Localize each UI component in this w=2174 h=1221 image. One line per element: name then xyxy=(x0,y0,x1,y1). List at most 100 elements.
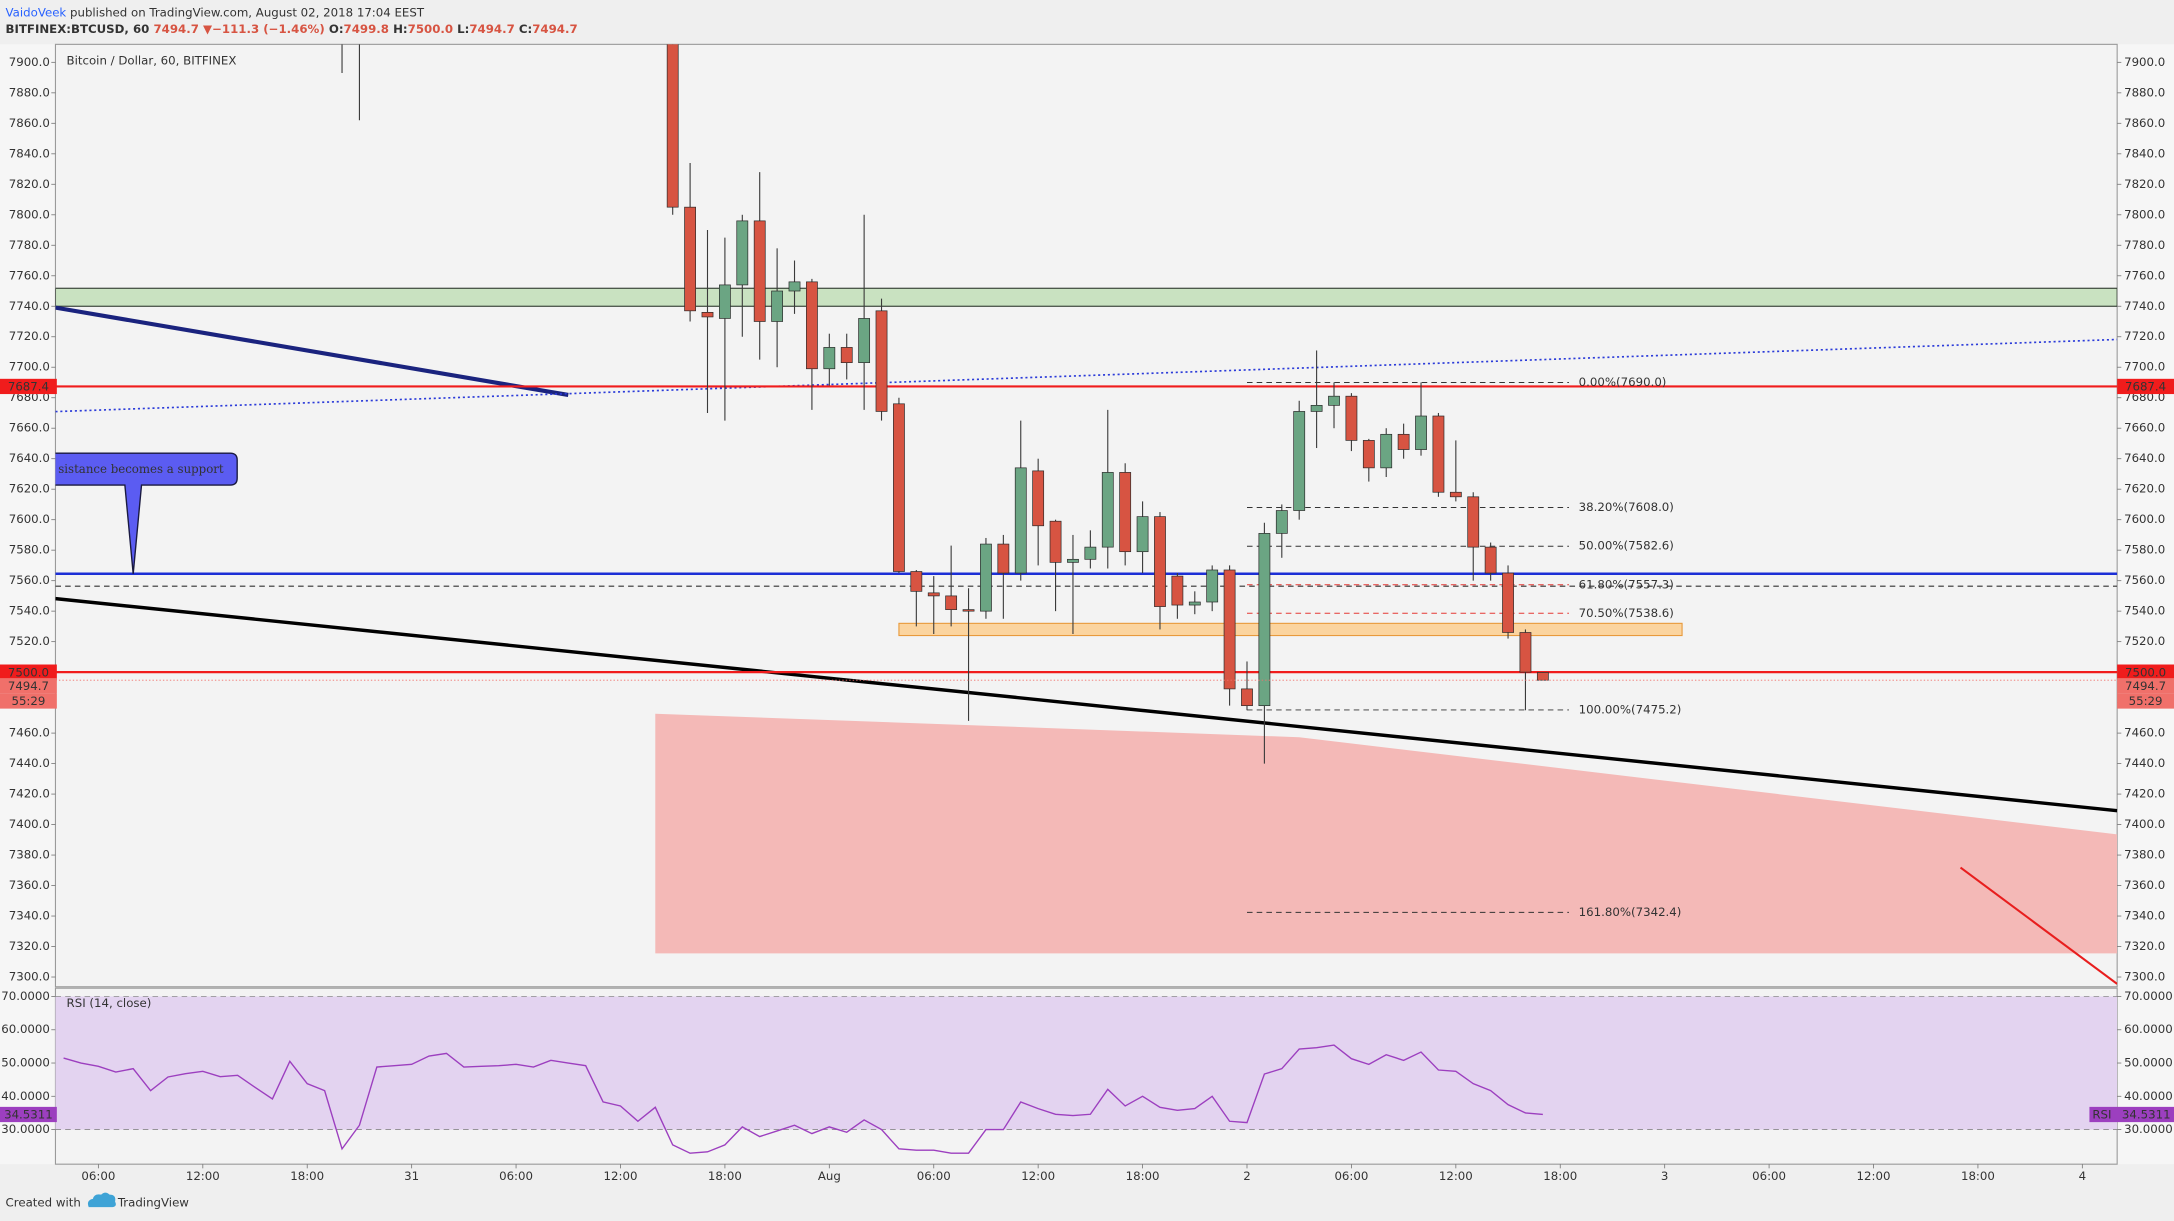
x-tick-label: 12:00 xyxy=(186,1169,220,1183)
rsi-tag xyxy=(0,1106,57,1123)
candle-body xyxy=(1432,415,1445,493)
y-tick-label: 7360.0 xyxy=(2124,878,2165,892)
candle-body xyxy=(666,44,679,208)
y-tick-label: 7300.0 xyxy=(2124,970,2165,984)
rsi-plot xyxy=(55,996,2118,1154)
o-label: O: xyxy=(329,22,344,36)
candle-body xyxy=(858,318,871,364)
y-tick-label: 7900.0 xyxy=(2124,55,2165,69)
price-tag-label: 7500.0 xyxy=(2125,665,2166,679)
candle-body xyxy=(1345,395,1358,441)
candle-body xyxy=(736,220,749,286)
candle-body xyxy=(1206,569,1219,603)
y-tick-label: 7660.0 xyxy=(9,421,50,435)
y-tick-label: 7520.0 xyxy=(9,634,50,648)
candle-body xyxy=(1449,491,1462,498)
x-tick-label: 2 xyxy=(1243,1169,1251,1183)
countdown-tag xyxy=(0,693,57,709)
rsi-tick-label: 70.0000 xyxy=(2124,989,2173,1003)
rsi-tick-label: 30.0000 xyxy=(2124,1122,2173,1136)
rsi-tick-label: 40.0000 xyxy=(1,1089,50,1103)
fib-label: 61.80%(7557.3) xyxy=(1579,577,1674,591)
candle-body xyxy=(1502,572,1514,633)
c-label: C: xyxy=(519,22,532,36)
callout xyxy=(55,452,238,574)
h-value: 7500.0 xyxy=(408,22,453,36)
y-tick-label: 7860.0 xyxy=(2124,116,2165,130)
footer-brand[interactable]: TradingView xyxy=(117,1195,189,1209)
symbol: BITFINEX:BTCUSD, 60 xyxy=(6,22,150,36)
y-tick-label: 7440.0 xyxy=(9,756,50,770)
y-tick-label: 7780.0 xyxy=(2124,238,2165,252)
y-tick-label: 7900.0 xyxy=(9,55,50,69)
change: −111.3 (−1.46%) xyxy=(212,22,325,36)
y-tick-label: 7800.0 xyxy=(2124,207,2165,221)
rsi-tag-name: RSI xyxy=(2092,1108,2111,1122)
l-label: L: xyxy=(457,22,469,36)
price-tag-label: 7494.7 xyxy=(8,679,49,693)
x-tick-label: 3 xyxy=(1661,1169,1669,1183)
y-tick-label: 7880.0 xyxy=(2124,85,2165,99)
y-tick-label: 7860.0 xyxy=(9,116,50,130)
trendline xyxy=(55,596,2118,813)
x-tick-label: 18:00 xyxy=(290,1169,324,1183)
x-tick-label: 18:00 xyxy=(1961,1169,1995,1183)
price-tag-label: 7687.4 xyxy=(8,380,49,394)
candle-body xyxy=(980,543,992,612)
y-tick-label: 7560.0 xyxy=(9,573,50,587)
y-tick-label: 7640.0 xyxy=(2124,451,2165,465)
x-tick-label: 06:00 xyxy=(1752,1169,1786,1183)
y-tick-label: 7760.0 xyxy=(2124,268,2165,282)
rsi-tick-label: 50.0000 xyxy=(1,1056,50,1070)
trendline xyxy=(1959,866,2118,985)
y-tick-label: 7820.0 xyxy=(9,177,50,191)
y-tick-label: 7420.0 xyxy=(2124,787,2165,801)
candle-body xyxy=(1467,496,1480,548)
y-tick-label: 7320.0 xyxy=(9,939,50,953)
price-tag xyxy=(2117,378,2174,395)
main-plot: 0.00%(7690.0) 38.20%(7608.0) 50.00%(7582.6… xyxy=(55,44,2118,985)
countdown-tag xyxy=(2117,693,2174,709)
y-tick-label: 7620.0 xyxy=(9,482,50,496)
candle-body xyxy=(788,281,801,292)
y-tick-label: 7720.0 xyxy=(2124,329,2165,343)
candle-body xyxy=(1380,433,1393,469)
candle-body xyxy=(771,290,784,322)
rsi-tick-label: 50.0000 xyxy=(2124,1056,2173,1070)
candle-body xyxy=(1258,533,1271,707)
candle-body xyxy=(701,312,714,318)
author[interactable]: VaidoVeek xyxy=(6,5,67,19)
price-tag xyxy=(2117,664,2174,680)
y-tick-label: 7700.0 xyxy=(9,360,50,374)
fib-label: 70.50%(7538.6) xyxy=(1579,606,1674,620)
rsi-tick-label: 60.0000 xyxy=(2124,1022,2173,1036)
y-tick-label: 7800.0 xyxy=(9,207,50,221)
candle-body xyxy=(1171,575,1184,606)
y-tick-label: 7540.0 xyxy=(9,604,50,618)
y-tick-label: 7820.0 xyxy=(2124,177,2165,191)
y-tick-label: 7360.0 xyxy=(9,878,50,892)
candle-body xyxy=(997,543,1010,574)
y-tick-label: 7340.0 xyxy=(2124,909,2165,923)
y-tick-label: 7540.0 xyxy=(2124,604,2165,618)
y-tick-label: 7320.0 xyxy=(2124,939,2165,953)
candle-body xyxy=(1536,672,1549,681)
candle-body xyxy=(1328,395,1340,406)
y-tick-label: 7840.0 xyxy=(2124,146,2165,160)
x-tick-label: 12:00 xyxy=(604,1169,638,1183)
fib-label: 0.00%(7690.0) xyxy=(1579,375,1667,389)
y-tick-label: 7580.0 xyxy=(2124,543,2165,557)
x-tick-label: 31 xyxy=(404,1169,419,1183)
candle-body xyxy=(1275,510,1288,534)
candle-body xyxy=(875,310,888,412)
candle-body xyxy=(945,595,958,610)
y-tick-label: 7460.0 xyxy=(2124,726,2165,740)
zone xyxy=(55,287,2118,307)
callout-text: sistance becomes a support xyxy=(58,462,224,476)
x-tick-label: 18:00 xyxy=(1126,1169,1160,1183)
y-tick-label: 7580.0 xyxy=(9,543,50,557)
candle-body xyxy=(1014,467,1027,574)
y-tick-label: 7620.0 xyxy=(2124,482,2165,496)
